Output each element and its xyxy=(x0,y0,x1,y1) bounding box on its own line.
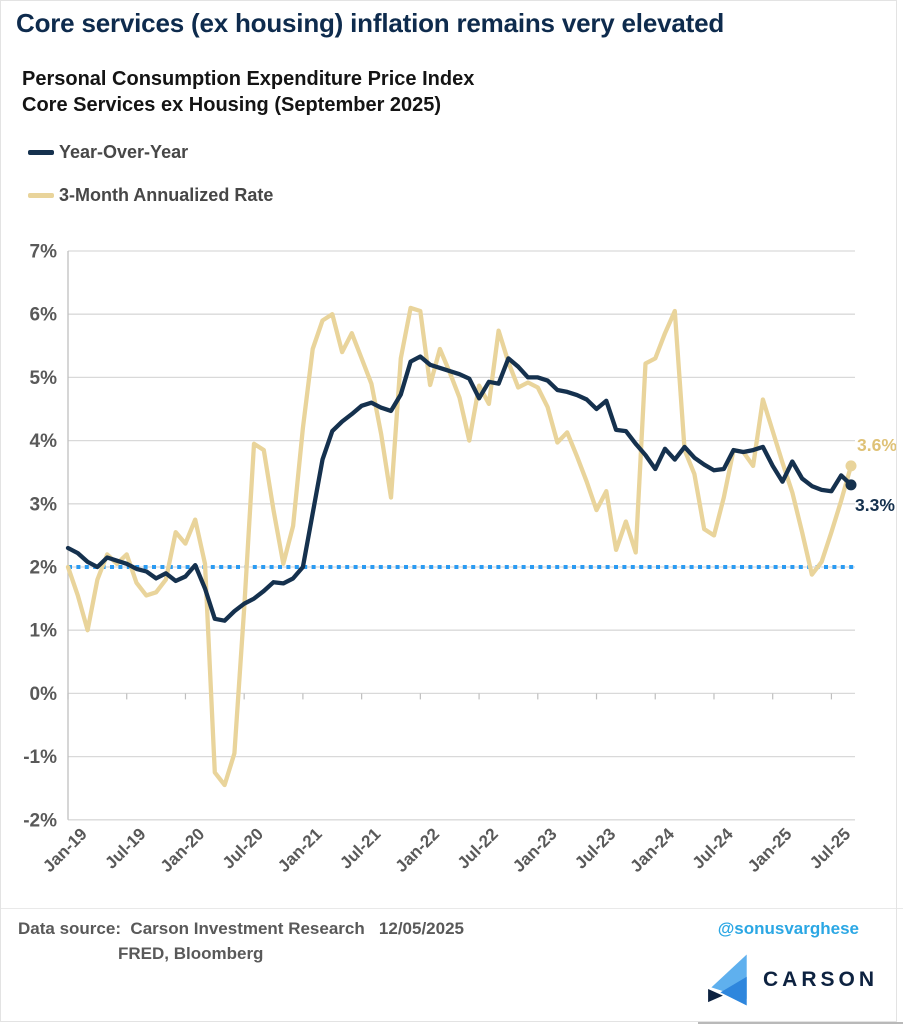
x-axis-tick-label: Jan-24 xyxy=(627,824,679,876)
x-axis-tick-label: Jul-20 xyxy=(219,824,267,872)
y-axis-tick-label: -2% xyxy=(23,810,57,831)
year-over-year-line xyxy=(65,354,854,623)
x-axis-tick-label: Jan-25 xyxy=(744,824,796,876)
x-axis-tick-label: Jan-23 xyxy=(509,824,561,876)
data-source-line-1: Data source: Carson Investment Research … xyxy=(18,919,464,938)
y-axis-tick-label: 2% xyxy=(30,558,58,579)
three-month-line-swatch xyxy=(28,192,54,198)
legend-label-yoy: Year-Over-Year xyxy=(59,141,189,162)
x-axis-tick-label: Jul-22 xyxy=(454,824,502,872)
y-axis-tick-label: -1% xyxy=(23,747,57,768)
carson-logo: CARSON xyxy=(704,951,878,1009)
x-axis-tick-label: Jan-22 xyxy=(392,824,444,876)
bottom-edge-line xyxy=(698,1022,903,1024)
y-axis-tick-label: 4% xyxy=(30,431,58,452)
subtitle-line-2: Core Services ex Housing (September 2025… xyxy=(22,94,442,116)
data-source-line-2: FRED, Bloomberg xyxy=(118,944,264,963)
x-axis-tick-label: Jul-23 xyxy=(571,824,619,872)
footer-divider xyxy=(0,908,903,909)
yoy-end-label: 3.3% xyxy=(855,495,895,515)
y-axis-tick-label: 6% xyxy=(30,305,58,326)
x-axis-tick-label: Jan-21 xyxy=(274,824,326,876)
logo-shape-mid xyxy=(720,976,747,1006)
legend-item-3-month-annualized: 3-Month Annualized Rate xyxy=(28,184,273,206)
carson-logo-text: CARSON xyxy=(762,968,878,991)
legend-label-3m: 3-Month Annualized Rate xyxy=(59,184,274,205)
three-month-end-label: 3.6% xyxy=(857,435,897,455)
y-axis-tick-label: 3% xyxy=(30,494,58,515)
y-axis-tick-label: 1% xyxy=(30,621,58,642)
page-title: Core services (ex housing) inflation rem… xyxy=(16,8,725,38)
twitter-handle: @sonusvarghese xyxy=(717,919,859,938)
year-over-year-line-end-marker xyxy=(845,479,857,491)
x-axis-tick-label: Jul-25 xyxy=(806,824,854,872)
chart-subtitle: Personal Consumption Expenditure Price I… xyxy=(22,66,722,118)
pce-core-services-line-chart: 7% 6% 5% 4% 3% 2% 1% 0% -1% -2%Jan-19 Jul-19 Jan-20… xyxy=(23,242,897,876)
data-source: Data source: Carson Investment Research … xyxy=(18,919,464,964)
legend-item-year-over-year: Year-Over-Year xyxy=(28,141,188,163)
x-axis-tick-label: Jul-24 xyxy=(689,824,738,873)
logo-shape-navy-triangle xyxy=(708,989,723,1003)
x-axis-tick-label: Jul-21 xyxy=(336,824,384,872)
y-axis-tick-label: 7% xyxy=(30,242,58,263)
three-month-annualized-line-end-marker xyxy=(845,460,857,472)
y-axis-tick-label: 0% xyxy=(30,684,58,705)
x-axis-tick-label: Jan-20 xyxy=(157,824,209,876)
y-axis-tick-label: 5% xyxy=(30,368,58,389)
x-axis-tick-label: Jan-19 xyxy=(39,824,91,876)
yoy-line-swatch xyxy=(28,149,54,155)
three-month-annualized-line xyxy=(65,305,854,788)
x-axis-tick-label: Jul-19 xyxy=(101,824,149,872)
subtitle-line-1: Personal Consumption Expenditure Price I… xyxy=(22,68,475,90)
carson-logo-icon xyxy=(708,954,747,1006)
